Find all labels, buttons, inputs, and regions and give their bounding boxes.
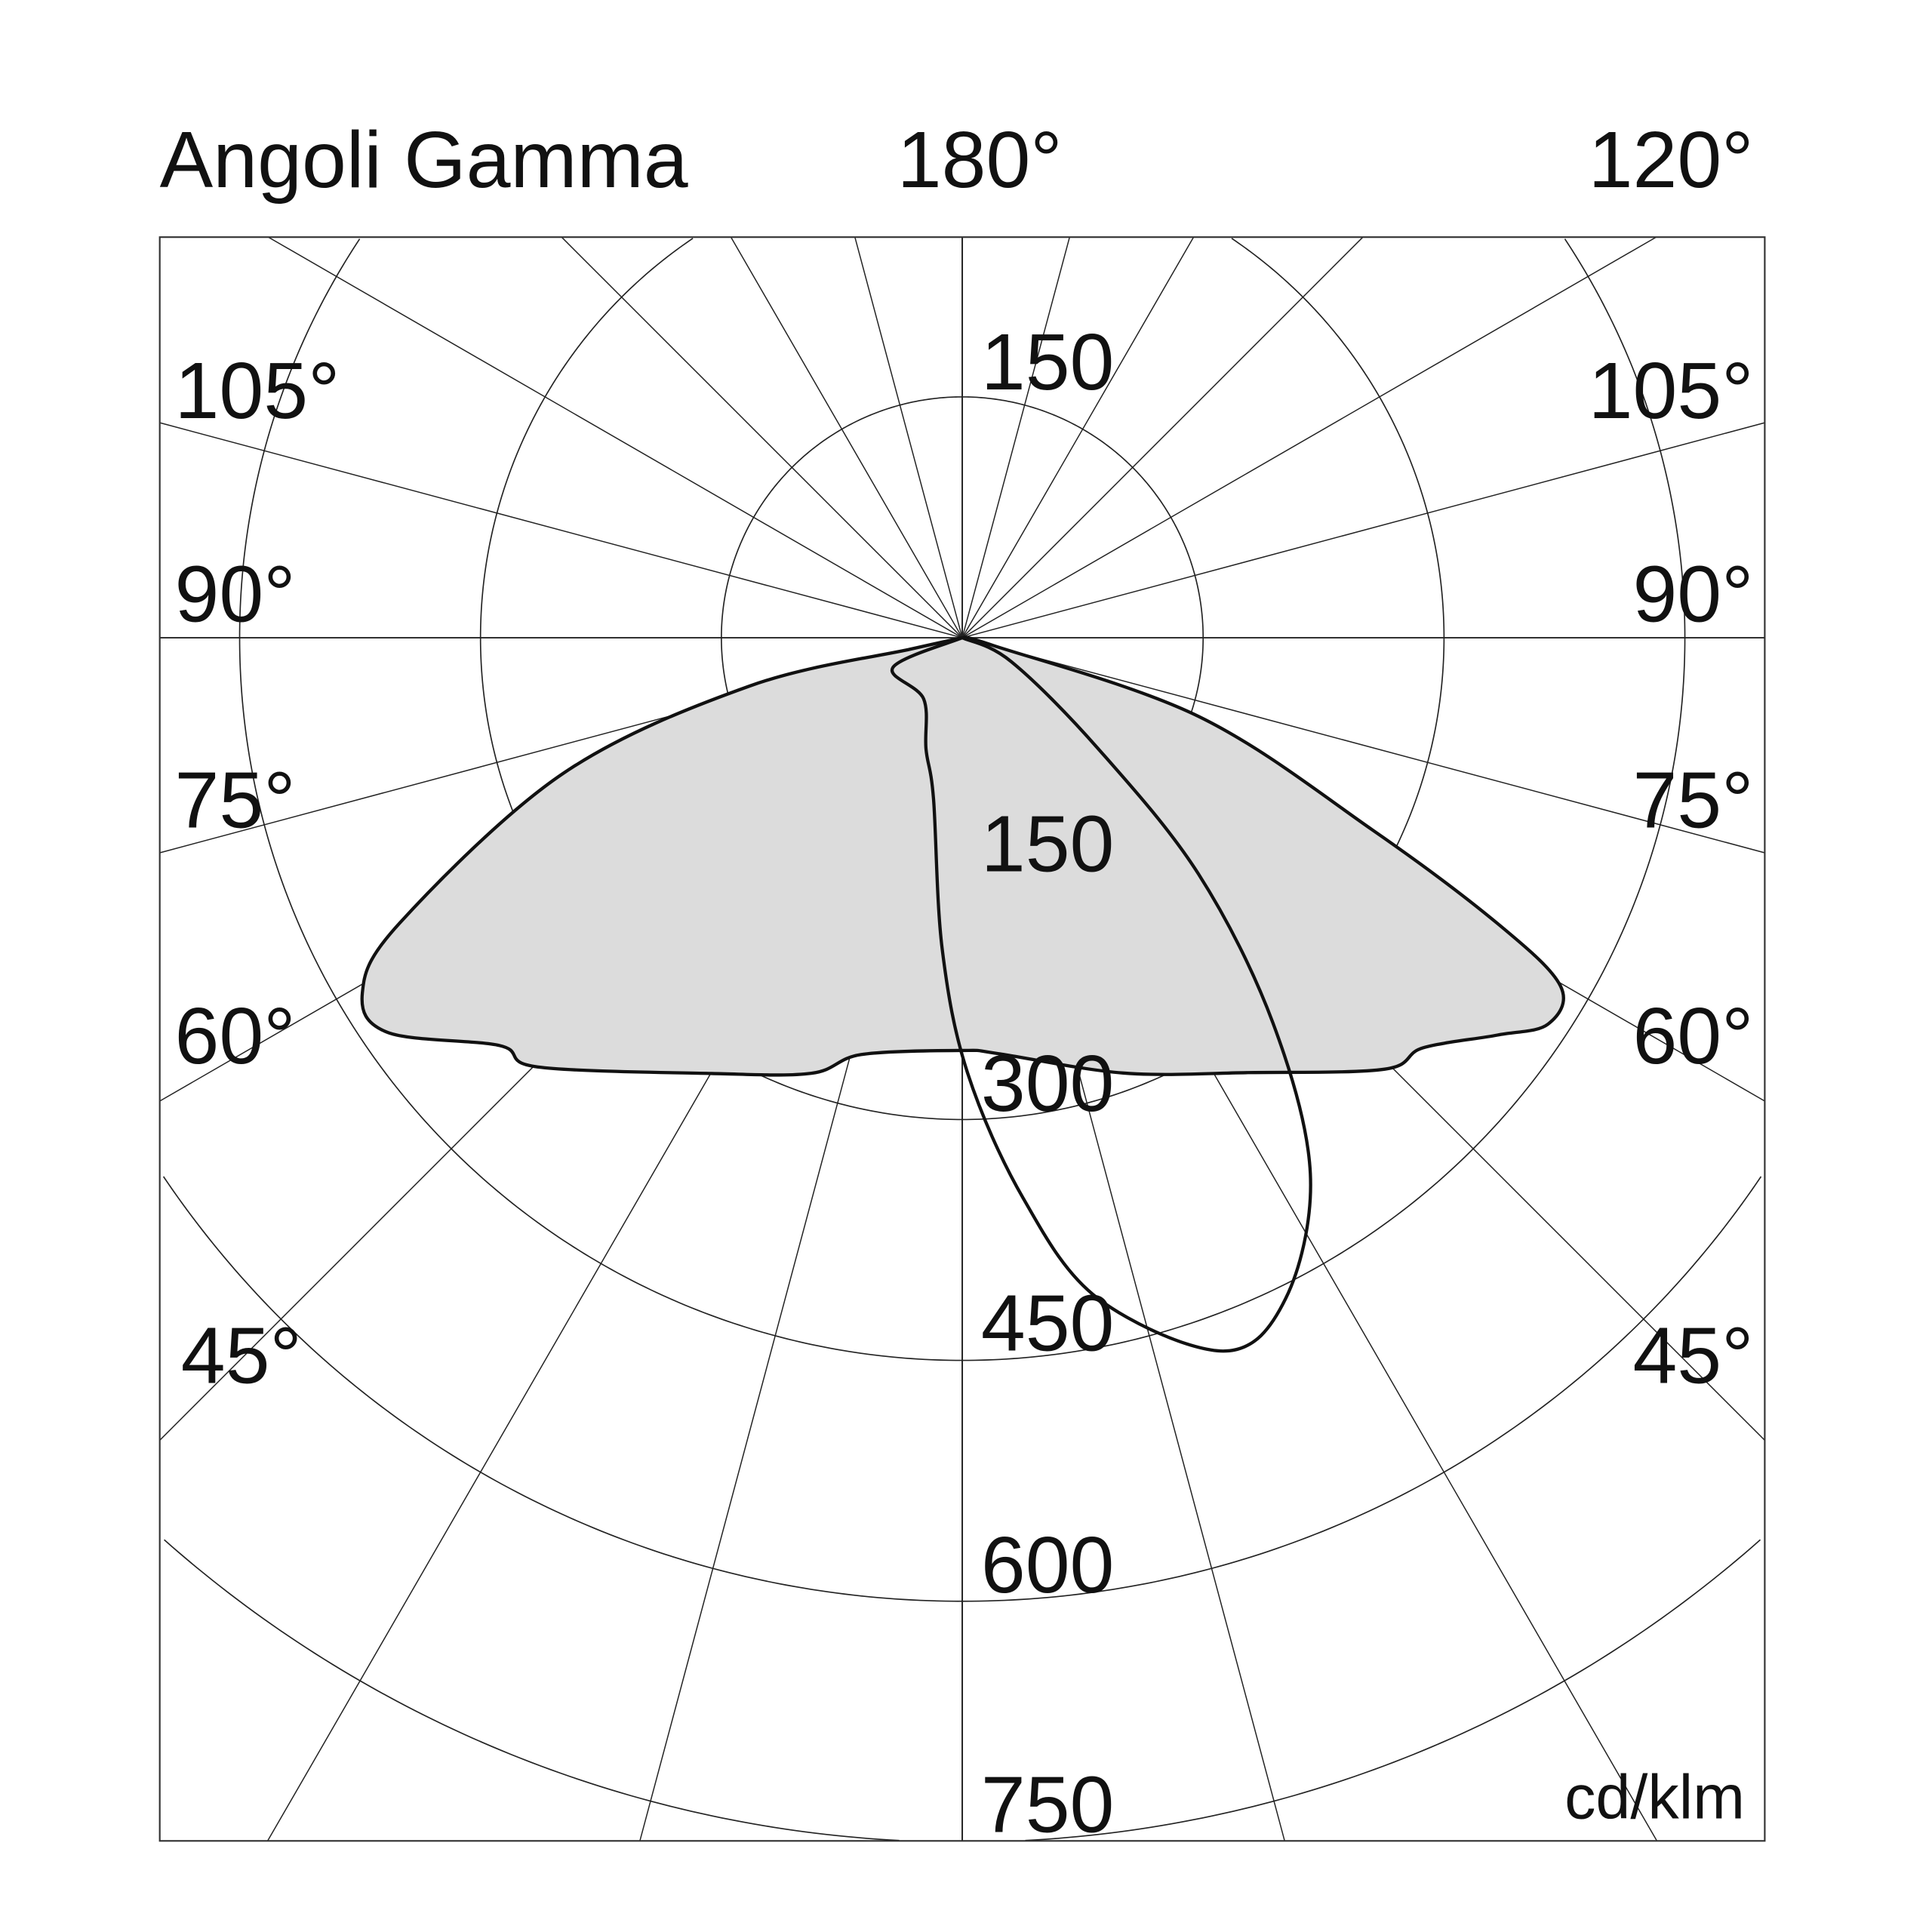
radial-tick-label: 450: [981, 1278, 1115, 1367]
radial-tick-label: 750: [981, 1761, 1115, 1850]
radial-tick-label-top: 150: [981, 318, 1115, 407]
grid-circle: [238, 238, 1686, 1361]
radial-tick-label: 600: [981, 1521, 1115, 1610]
top-angle-label-right: 120°: [1589, 115, 1754, 205]
intensity-curves: [360, 635, 1565, 1353]
angle-label-right: 75°: [1632, 755, 1753, 844]
chart-title: Angoli Gamma: [160, 115, 688, 205]
radial-tick-label: 150: [981, 799, 1115, 888]
angle-label-right: 45°: [1632, 1311, 1753, 1400]
angle-label-right: 105°: [1589, 346, 1754, 435]
angle-label-right: 90°: [1632, 550, 1753, 639]
plot-frame: [158, 236, 1766, 1842]
angle-label-left: 90°: [175, 550, 296, 639]
angle-label-left: 75°: [175, 755, 296, 844]
top-angle-label-center: 180°: [897, 115, 1063, 205]
angle-label-right: 60°: [1632, 992, 1753, 1081]
grid-circle: [164, 1539, 1761, 1841]
intensity-curve-2: [890, 635, 1312, 1353]
radial-tick-label: 300: [981, 1039, 1115, 1128]
angle-label-left: 60°: [175, 992, 296, 1081]
intensity-curve-1: [360, 635, 1565, 1077]
unit-label: cd/klm: [1564, 1762, 1745, 1832]
angle-label-left: 105°: [175, 346, 340, 435]
angle-label-left: 45°: [181, 1311, 302, 1400]
